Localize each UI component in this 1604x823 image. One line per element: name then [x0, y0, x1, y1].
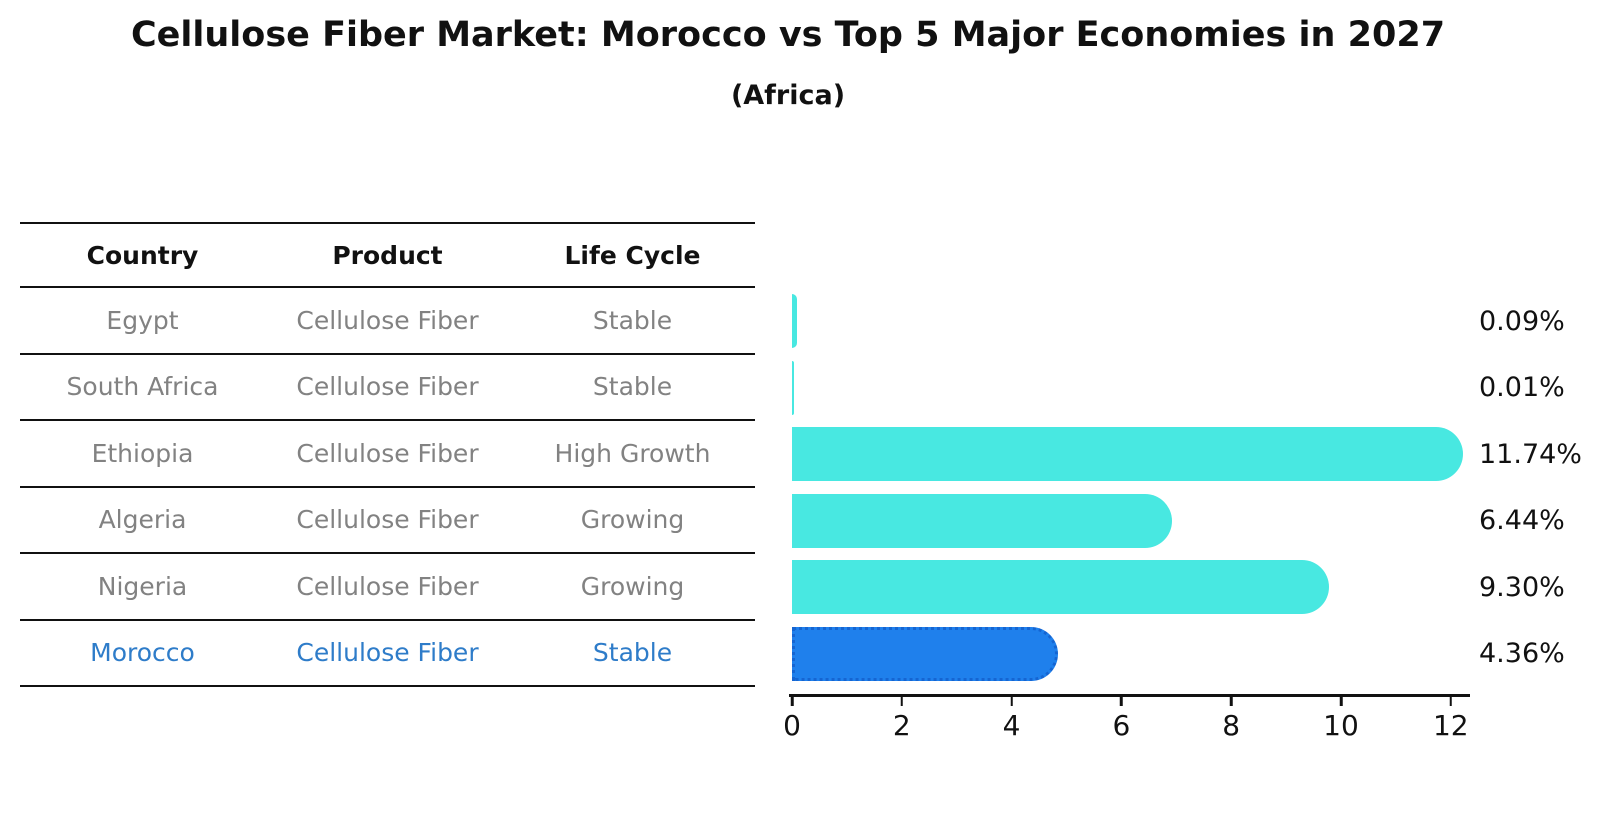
value-labels: 0.09% 0.01% 11.74% 6.44% 9.30% 4.36%	[1479, 288, 1603, 687]
x-tick-mark-8	[1229, 696, 1233, 706]
value-label-algeria: 6.44%	[1479, 505, 1565, 537]
table-header-row: Country Product Life Cycle	[20, 222, 755, 288]
cell-life-cycle: Growing	[580, 505, 685, 535]
bar-nigeria	[792, 560, 1330, 615]
x-tick-label-6: 6	[1112, 709, 1131, 742]
bar-algeria	[792, 493, 1173, 548]
bar-morocco	[792, 626, 1058, 681]
chart-subtitle: (Africa)	[730, 80, 846, 111]
bar-ethiopia	[792, 427, 1464, 482]
value-label-south-africa: 0.01%	[1479, 372, 1565, 404]
x-tick-mark-2	[900, 696, 904, 706]
x-tick-label-4: 4	[1002, 709, 1021, 742]
cell-life-cycle: Stable	[592, 372, 673, 402]
cell-product: Cellulose Fiber	[296, 571, 479, 601]
column-header-product: Product	[332, 240, 443, 270]
value-label-nigeria: 9.30%	[1479, 571, 1565, 603]
cell-life-cycle: High Growth	[554, 438, 711, 468]
comparison-table: Country Product Life Cycle Egypt Cellulo…	[20, 222, 755, 687]
cell-life-cycle: Stable	[592, 638, 673, 668]
cell-country: Egypt	[106, 305, 179, 335]
cell-country: Ethiopia	[91, 438, 194, 468]
table-row-nigeria: Nigeria Cellulose Fiber Growing	[20, 554, 755, 621]
x-tick-label-8: 8	[1222, 709, 1241, 742]
cell-product: Cellulose Fiber	[296, 638, 479, 668]
bar-egypt	[792, 294, 797, 349]
column-header-life-cycle: Life Cycle	[564, 240, 701, 270]
value-label-ethiopia: 11.74%	[1479, 438, 1582, 470]
cell-country: Morocco	[90, 638, 195, 668]
x-tick-label-10: 10	[1323, 709, 1359, 742]
table-row-ethiopia: Ethiopia Cellulose Fiber High Growth	[20, 421, 755, 488]
cell-country: Algeria	[98, 505, 187, 535]
table-row-morocco: Morocco Cellulose Fiber Stable	[20, 621, 755, 687]
x-tick-mark-6	[1120, 696, 1123, 706]
bar-south-africa	[792, 360, 794, 415]
cell-product: Cellulose Fiber	[296, 438, 479, 468]
cell-country: Nigeria	[97, 571, 188, 601]
cell-product: Cellulose Fiber	[296, 305, 479, 335]
column-header-country: Country	[86, 240, 199, 270]
table-row-south-africa: South Africa Cellulose Fiber Stable	[20, 355, 755, 421]
bar-plot-area	[792, 288, 1482, 687]
table-row-algeria: Algeria Cellulose Fiber Growing	[20, 488, 755, 554]
cell-product: Cellulose Fiber	[296, 372, 479, 402]
cell-life-cycle: Growing	[580, 571, 685, 601]
x-tick-mark-0	[790, 696, 794, 706]
x-tick-label-0: 0	[783, 709, 801, 742]
table-row-egypt: Egypt Cellulose Fiber Stable	[20, 288, 755, 355]
x-tick-label-12: 12	[1432, 709, 1469, 742]
x-axis-line	[789, 694, 1470, 697]
table-body: Egypt Cellulose Fiber Stable South Afric…	[20, 288, 755, 687]
x-tick-mark-12	[1449, 696, 1453, 706]
chart-title: Cellulose Fiber Market: Morocco vs Top 5…	[130, 15, 1446, 55]
cell-product: Cellulose Fiber	[296, 505, 479, 535]
value-label-egypt: 0.09%	[1479, 305, 1565, 337]
x-tick-mark-10	[1339, 696, 1343, 706]
value-label-morocco: 4.36%	[1479, 638, 1565, 670]
cell-country: South Africa	[66, 372, 219, 402]
x-tick-label-2: 2	[892, 709, 911, 742]
cell-life-cycle: Stable	[592, 305, 673, 335]
x-tick-mark-4	[1010, 696, 1013, 706]
x-axis: 0 2 4 6 8 10 12	[783, 694, 1472, 754]
